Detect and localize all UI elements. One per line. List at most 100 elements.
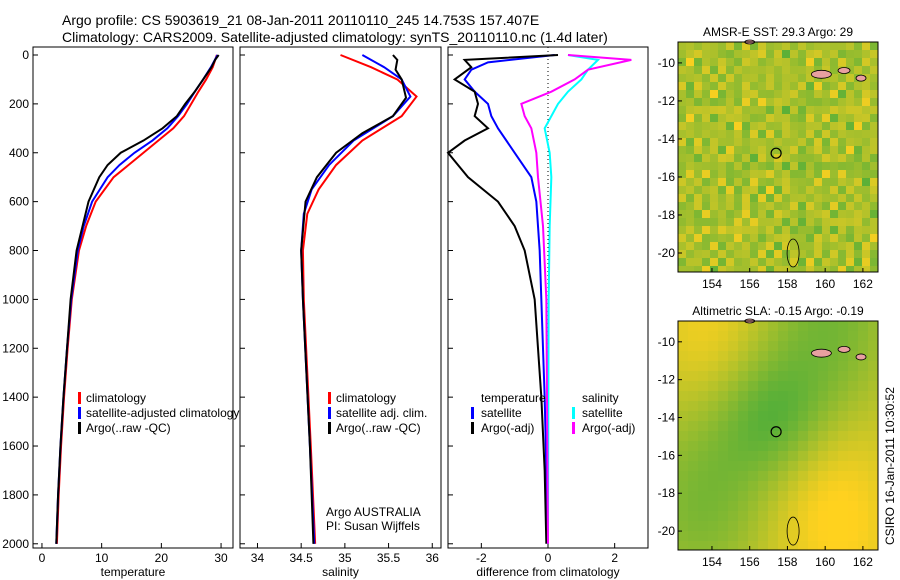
map-cell (758, 170, 766, 178)
map-cell (798, 106, 806, 114)
sla-map-box (677, 320, 879, 551)
map-cell (828, 461, 838, 471)
island (810, 69, 832, 79)
map-cell (774, 170, 782, 178)
map-cell (822, 162, 830, 170)
map-cell (718, 461, 728, 471)
reef-contour (786, 238, 800, 268)
map-cell (750, 130, 758, 138)
map-cell (758, 66, 766, 74)
map-cell (854, 50, 862, 58)
map-cell (846, 58, 854, 66)
map-cell (694, 210, 702, 218)
map-cell (688, 491, 698, 501)
map-cell (846, 154, 854, 162)
map-cell (698, 421, 708, 431)
map-cell (686, 130, 694, 138)
map-cell (830, 42, 838, 50)
map-cell (710, 202, 718, 210)
map-cell (798, 411, 808, 421)
map-cell (828, 381, 838, 391)
map-cell (798, 491, 808, 501)
map-cell (830, 226, 838, 234)
map-cell (858, 541, 868, 550)
map-cell (828, 361, 838, 371)
map-cell (854, 122, 862, 130)
map-cell (788, 321, 798, 331)
map-cell (718, 371, 728, 381)
map-cell (870, 258, 878, 266)
map-cell (798, 90, 806, 98)
map-cell (678, 381, 688, 391)
map-cell (868, 491, 878, 501)
map-cell (806, 186, 814, 194)
map-cell (758, 234, 766, 242)
map-cell (798, 98, 806, 106)
map-cell (718, 411, 728, 421)
map-cell (830, 250, 838, 258)
map-cell (750, 98, 758, 106)
map-cell (830, 98, 838, 106)
map-cell (806, 210, 814, 218)
map-cell (718, 106, 726, 114)
map-cell (742, 202, 750, 210)
map-cell (798, 361, 808, 371)
map-cell (688, 321, 698, 331)
map-cell (726, 258, 734, 266)
map-cell (822, 218, 830, 226)
map-cell (742, 194, 750, 202)
map-cell (798, 58, 806, 66)
map-cell (758, 471, 768, 481)
map-cell (748, 341, 758, 351)
map-cell (678, 74, 686, 82)
map-cell (758, 451, 768, 461)
sal-xlabel: salinity (322, 565, 359, 579)
map-cell (710, 258, 718, 266)
map-cell (678, 391, 688, 401)
depth-tick-label: 0 (22, 48, 29, 62)
map-cell (838, 331, 848, 341)
map-cell (686, 66, 694, 74)
map-cell (854, 202, 862, 210)
map-cell (742, 162, 750, 170)
map-cell (806, 170, 814, 178)
map-cell (708, 391, 718, 401)
map-cell (870, 146, 878, 154)
map-cell (862, 154, 870, 162)
map-cell (828, 391, 838, 401)
map-cell (702, 234, 710, 242)
map-cell (808, 441, 818, 451)
map-cell (768, 541, 778, 550)
diff-xtick-label: 0 (545, 551, 552, 565)
map-cell (686, 218, 694, 226)
legend-entry: Argo(..raw -QC) (336, 421, 421, 435)
map-cell (846, 74, 854, 82)
map-cell (702, 178, 710, 186)
map-cell (718, 66, 726, 74)
map-cell (738, 321, 748, 331)
map-cell (698, 441, 708, 451)
sal-xtick-label: 36 (426, 551, 440, 565)
map-cell (858, 391, 868, 401)
map-cell (710, 74, 718, 82)
map-cell (734, 218, 742, 226)
map-cell (698, 411, 708, 421)
map-cell (678, 90, 686, 98)
map-cell (702, 90, 710, 98)
map-cell (814, 202, 822, 210)
map-cell (688, 441, 698, 451)
map-cell (686, 146, 694, 154)
map-cell (848, 491, 858, 501)
map-cell (868, 441, 878, 451)
map-cell (868, 471, 878, 481)
map-cell (758, 42, 766, 50)
map-cell (698, 471, 708, 481)
map-cell (702, 258, 710, 266)
map-cell (718, 202, 726, 210)
map-cell (838, 441, 848, 451)
map-cell (806, 114, 814, 122)
map-cell (854, 146, 862, 154)
legend-entry: satellite adj. clim. (336, 406, 427, 420)
map-cell (798, 218, 806, 226)
